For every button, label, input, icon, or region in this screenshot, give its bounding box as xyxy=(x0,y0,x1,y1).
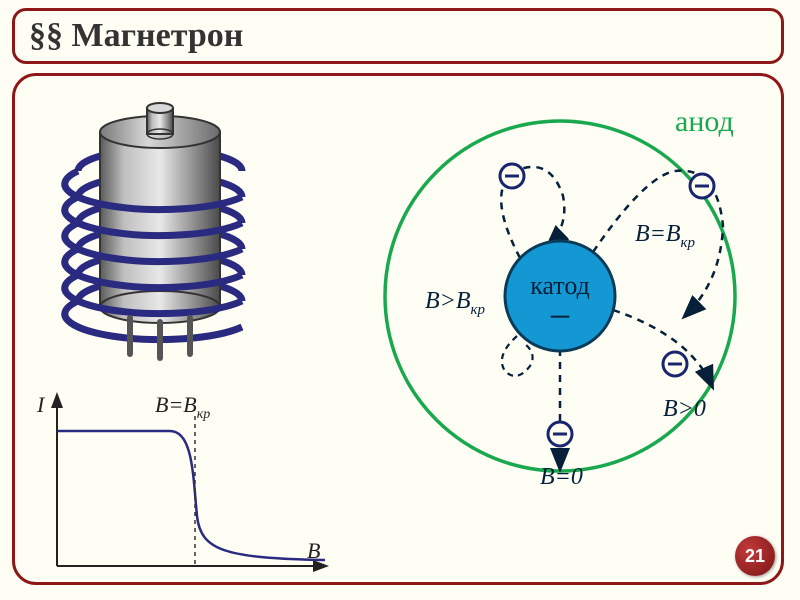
electron-bkr xyxy=(690,174,714,198)
iv-curve xyxy=(57,431,325,560)
title-box: §§ Магнетрон xyxy=(12,8,784,64)
anode-label: анод xyxy=(675,105,734,138)
cathode-minus: − xyxy=(549,294,572,339)
label-bkr: B=Bкр xyxy=(635,221,696,251)
electron-b0 xyxy=(548,422,572,446)
i-axis-label: I xyxy=(36,392,46,417)
electron-bgt0 xyxy=(663,352,687,376)
electron-bgtkr xyxy=(500,164,524,188)
label-bgt0: B>0 xyxy=(663,396,706,422)
current-vs-b-graph: I B B=Bкр xyxy=(15,76,355,586)
page-number-badge: 21 xyxy=(735,536,775,576)
b-axis-label: B xyxy=(307,538,320,563)
label-b0: B=0 xyxy=(540,464,583,490)
page-title: §§ Магнетрон xyxy=(15,11,781,61)
trajectory-bgt0 xyxy=(613,310,712,386)
trajectory-diagram: анод катод − B= xyxy=(345,86,775,516)
label-bgtkr: B>Bкр xyxy=(425,288,486,318)
main-panel: I B B=Bкр анод катод − xyxy=(12,73,784,585)
graph-bkr-label: B=Bкр xyxy=(155,392,210,422)
